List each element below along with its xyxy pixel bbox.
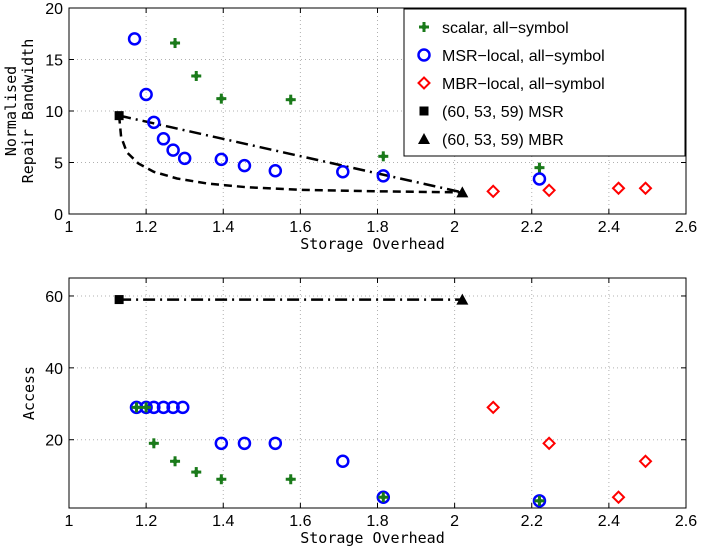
data-point-scalar [216,474,227,485]
data-point-msr-local [176,400,190,415]
data-point-mbr-local [638,454,653,469]
data-point-mbr-local [542,183,557,198]
legend-label-scalar: scalar, all−symbol [442,20,569,37]
y-tick-label: 0 [54,207,63,224]
data-point-mbr-local [542,436,557,451]
x-axis-label: Storage Overhead [300,235,445,253]
data-point-msr-local [166,400,180,415]
x-tick-label: 2.4 [598,513,620,530]
data-point-mbr-local [486,400,501,415]
data-point-scalar [191,467,202,478]
x-tick-label: 2.6 [675,219,697,236]
data-point-msr-local [532,172,547,186]
legend-marker-msr-local [417,48,431,62]
data-point-scalar [285,94,296,105]
data-point-scalar [378,492,389,503]
data-point-msr-local [532,494,547,508]
legend-marker-mbr-local [417,76,431,90]
data-point-msr-local [214,152,229,167]
data-point-msr-local [336,165,350,179]
y-axis-label: Access [20,366,38,420]
data-point-msr-local [166,143,180,157]
data-point-scalar [148,438,159,449]
y-tick-label: 60 [45,289,63,306]
y-tick-label: 10 [45,104,63,121]
y-tick-label: 20 [45,1,63,18]
y-tick-label: 40 [45,361,63,378]
x-tick-label: 2 [450,513,459,530]
dashed-curve [117,115,463,194]
data-point-msr-local [376,490,391,504]
data-point-msr-local [237,436,252,451]
x-tick-label: 1.2 [135,513,157,530]
data-point-msr-local [237,158,252,173]
data-point-mbr-local [611,181,626,196]
data-point-scalar [378,151,389,162]
x-tick-label: 1.2 [135,219,157,236]
legend-label-mbr-ref: (60, 53, 59) MBR [442,132,564,149]
chart-panel-2: 1 1.2 1.4 1.6 1.8 2 2.2 2.4 2.6 20 40 60 Storage Ove… [20,277,697,547]
data-point-scalar [131,402,142,413]
dashdot-line [118,114,463,194]
x-tick-label: 1 [65,219,74,236]
legend-marker-msr-ref [419,106,429,116]
data-point-scalar [534,162,545,173]
x-tick-label: 2.6 [675,513,697,530]
y-axis-label: Normalised [2,66,20,156]
x-axis-label: Storage Overhead [300,529,445,547]
plot-frame [68,277,687,509]
y-axis-label: Repair Bandwidth [19,39,37,184]
x-tick-label: 1.8 [366,513,388,530]
data-point-msr-local [214,436,229,451]
data-point-msr-local [156,400,171,415]
x-tick-label: 1.6 [289,219,311,236]
data-point-msr-local [139,87,153,102]
x-tick-label: 1.4 [212,513,234,530]
data-point-msr-local [177,151,192,166]
data-point-msr-ref [114,295,124,305]
legend-label-msr-local: MSR−local, all−symbol [442,48,605,65]
data-point-scalar [170,38,181,49]
data-point-msr-ref [114,111,124,121]
legend-marker-scalar [419,22,429,32]
data-point-scalar [170,456,181,467]
data-point-mbr-local [486,184,501,199]
legend-box [403,8,686,157]
data-point-scalar [285,474,296,485]
x-tick-label: 2 [450,219,459,236]
x-tick-label: 2.2 [521,219,543,236]
x-tick-label: 2.4 [598,219,620,236]
data-point-mbr-ref [456,186,469,198]
data-point-scalar [534,495,545,506]
legend-label-msr-ref: (60, 53, 59) MSR [442,104,564,121]
legend-marker-mbr-ref [418,133,430,144]
data-point-mbr-local [611,490,626,505]
data-point-scalar [216,93,227,104]
x-tick-label: 2.2 [521,513,543,530]
data-point-scalar [141,402,152,413]
y-tick-label: 15 [45,53,63,70]
chart-panel-1: 1 1.2 1.4 1.6 1.8 2 2.2 2.4 2.6 0 5 10 15 20 Storage O… [2,1,697,253]
data-point-scalar [191,70,202,81]
x-tick-label: 1.4 [212,219,234,236]
data-point-msr-local [268,436,283,451]
legend-label-mbr-local: MBR−local, all−symbol [442,76,605,93]
data-point-mbr-ref [456,293,469,305]
data-point-msr-local [268,163,283,178]
x-tick-label: 1.6 [289,513,311,530]
data-point-mbr-local [638,181,653,196]
y-tick-label: 20 [45,433,63,450]
data-point-msr-local [127,32,142,46]
data-point-msr-local [376,169,391,183]
legend: scalar, all−symbol MSR−local, all−symbol M… [403,8,686,157]
x-tick-label: 1.8 [366,219,388,236]
data-point-msr-local [336,454,350,469]
data-point-msr-local [147,115,161,130]
x-tick-label: 1 [65,513,74,530]
y-tick-label: 5 [54,156,63,173]
data-point-msr-local [156,132,171,146]
